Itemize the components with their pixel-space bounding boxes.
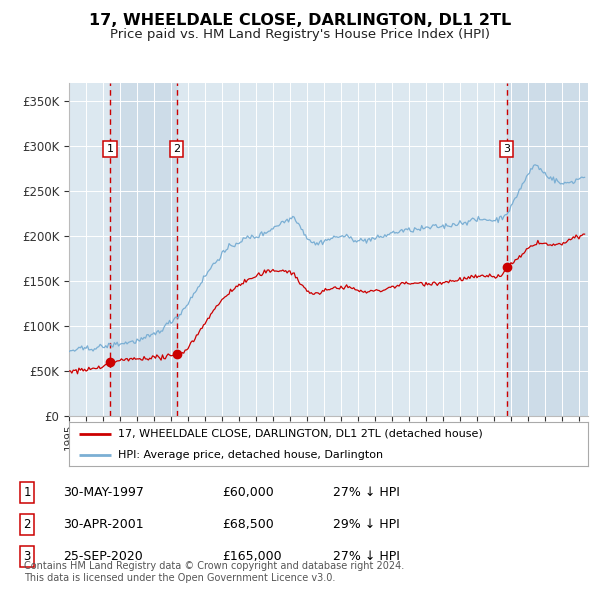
Text: Contains HM Land Registry data © Crown copyright and database right 2024.
This d: Contains HM Land Registry data © Crown c… [24,561,404,583]
Text: Price paid vs. HM Land Registry's House Price Index (HPI): Price paid vs. HM Land Registry's House … [110,28,490,41]
Text: 17, WHEELDALE CLOSE, DARLINGTON, DL1 2TL (detached house): 17, WHEELDALE CLOSE, DARLINGTON, DL1 2TL… [118,429,483,439]
Text: £68,500: £68,500 [222,518,274,531]
Text: £60,000: £60,000 [222,486,274,499]
Text: 2: 2 [173,145,180,154]
Text: 29% ↓ HPI: 29% ↓ HPI [333,518,400,531]
Bar [507,83,588,416]
Text: £165,000: £165,000 [222,550,281,563]
Text: 3: 3 [23,550,31,563]
Text: 2: 2 [23,518,31,531]
Text: 27% ↓ HPI: 27% ↓ HPI [333,486,400,499]
Text: HPI: Average price, detached house, Darlington: HPI: Average price, detached house, Darl… [118,450,383,460]
Text: 30-MAY-1997: 30-MAY-1997 [63,486,144,499]
Text: 3: 3 [503,145,511,154]
Text: 1: 1 [107,145,113,154]
Text: 30-APR-2001: 30-APR-2001 [63,518,143,531]
Bar [110,83,177,416]
Text: 25-SEP-2020: 25-SEP-2020 [63,550,143,563]
Text: 17, WHEELDALE CLOSE, DARLINGTON, DL1 2TL: 17, WHEELDALE CLOSE, DARLINGTON, DL1 2TL [89,13,511,28]
Text: 27% ↓ HPI: 27% ↓ HPI [333,550,400,563]
Text: 1: 1 [23,486,31,499]
